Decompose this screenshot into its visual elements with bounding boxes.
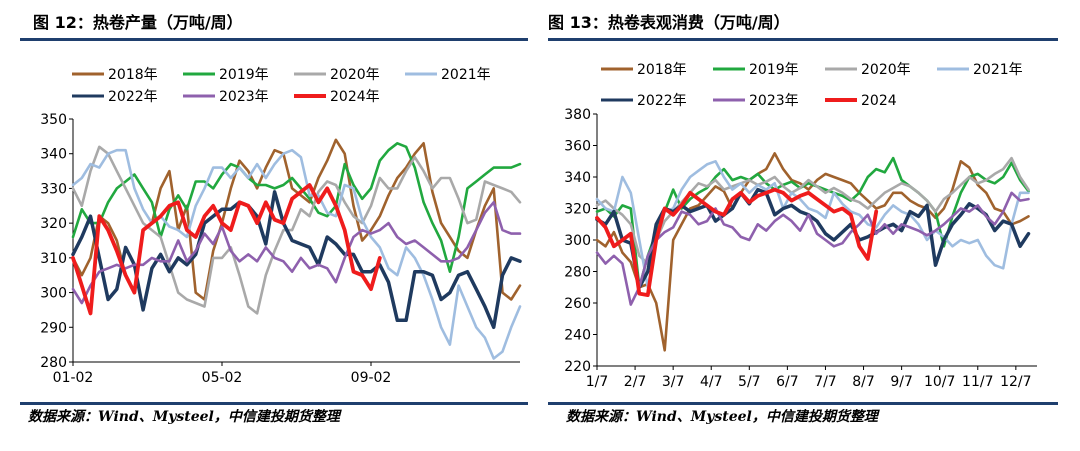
figure-12-panel: 图 12：热卷产量（万吨/周） 2018年 2019年 2020年 2021年 2022… <box>20 13 528 425</box>
y-tick-label: 220 <box>564 359 591 375</box>
title-rule <box>20 38 528 41</box>
y-tick-label: 360 <box>564 139 591 155</box>
x-tick-label: 12/7 <box>1000 374 1031 390</box>
x-tick-label: 09-02 <box>351 370 392 386</box>
series-line-2022 <box>595 187 1031 290</box>
series-line-2019 <box>71 142 522 273</box>
x-tick-label: 1/7 <box>586 374 609 390</box>
y-tick-label: 340 <box>564 170 591 186</box>
x-tick-label: 01-02 <box>53 370 94 386</box>
legend-label-2023: 2023年 <box>749 93 799 109</box>
series-line-2020 <box>595 156 1030 265</box>
bottom-rule <box>20 402 528 405</box>
legend-label-2021: 2021年 <box>973 62 1023 78</box>
x-tick-label: 3/7 <box>662 374 685 390</box>
y-tick-label: 240 <box>564 328 591 344</box>
y-tick-label: 320 <box>564 202 591 218</box>
series-line-2024 <box>595 187 879 298</box>
series-line-2022 <box>71 190 522 330</box>
x-tick-label: 6/7 <box>776 374 799 390</box>
legend-label-2020: 2020年 <box>861 62 911 78</box>
figure-12-title: 图 12：热卷产量（万吨/周） <box>33 13 243 32</box>
x-tick-label: 11/7 <box>962 374 993 390</box>
legend-label-2018: 2018年 <box>108 67 158 83</box>
y-tick-label: 350 <box>40 112 67 128</box>
source-note: 数据来源：Wind、Mysteel，中信建投期货整理 <box>28 409 340 425</box>
series-line-2023 <box>595 191 1030 306</box>
y-tick-label: 300 <box>564 233 591 249</box>
legend-label-2024: 2024年 <box>330 89 380 105</box>
x-tick-label: 2/7 <box>624 374 647 390</box>
x-tick-label: 05-02 <box>202 370 243 386</box>
legend-label-2020: 2020年 <box>330 67 380 83</box>
legend-label-2022: 2022年 <box>637 93 687 109</box>
legend-label-2021: 2021年 <box>441 67 491 83</box>
legend-label-2022: 2022年 <box>108 89 158 105</box>
series-line-2021 <box>71 148 522 360</box>
y-tick-label: 300 <box>40 286 67 302</box>
legend-label-2019: 2019年 <box>219 67 269 83</box>
x-tick-label: 5/7 <box>738 374 761 390</box>
figure-13-panel: 图 13：热卷表观消费（万吨/周） 2018年 2019年 2020年 2021年 20… <box>540 0 1080 451</box>
x-tick-label: 7/7 <box>814 374 837 390</box>
x-tick-label: 8/7 <box>852 374 875 390</box>
y-tick-label: 280 <box>564 265 591 281</box>
figure-13-title: 图 13：热卷表观消费（万吨/周） <box>548 13 790 32</box>
consumption-chart: 2018年 2019年 2020年 2021年 2022年 2023年 2024 220 240… <box>564 62 1037 390</box>
legend-label-2019: 2019年 <box>749 62 799 78</box>
series-line-2023 <box>71 201 522 305</box>
bottom-rule <box>548 402 1058 405</box>
legend-label-2023: 2023年 <box>219 89 269 105</box>
x-tick-label: 4/7 <box>700 374 723 390</box>
y-tick-label: 330 <box>40 181 67 197</box>
series-line-2024 <box>71 183 382 316</box>
y-tick-label: 290 <box>40 320 67 336</box>
production-chart: 2018年 2019年 2020年 2021年 2022年 2023年 2024年 280 29… <box>40 67 522 386</box>
legend-label-2018: 2018年 <box>637 62 687 78</box>
source-note: 数据来源：Wind、Mysteel，中信建投期货整理 <box>566 409 878 425</box>
x-tick-label: 9/7 <box>890 374 913 390</box>
y-tick-label: 260 <box>564 296 591 312</box>
x-tick-label: 10/7 <box>924 374 955 390</box>
y-tick-label: 340 <box>40 147 67 163</box>
y-tick-label: 380 <box>564 107 591 123</box>
y-tick-label: 320 <box>40 216 67 232</box>
y-tick-label: 280 <box>40 355 67 371</box>
y-tick-label: 310 <box>40 251 67 267</box>
legend-label-2024: 2024 <box>861 93 897 109</box>
title-rule <box>548 38 1058 41</box>
